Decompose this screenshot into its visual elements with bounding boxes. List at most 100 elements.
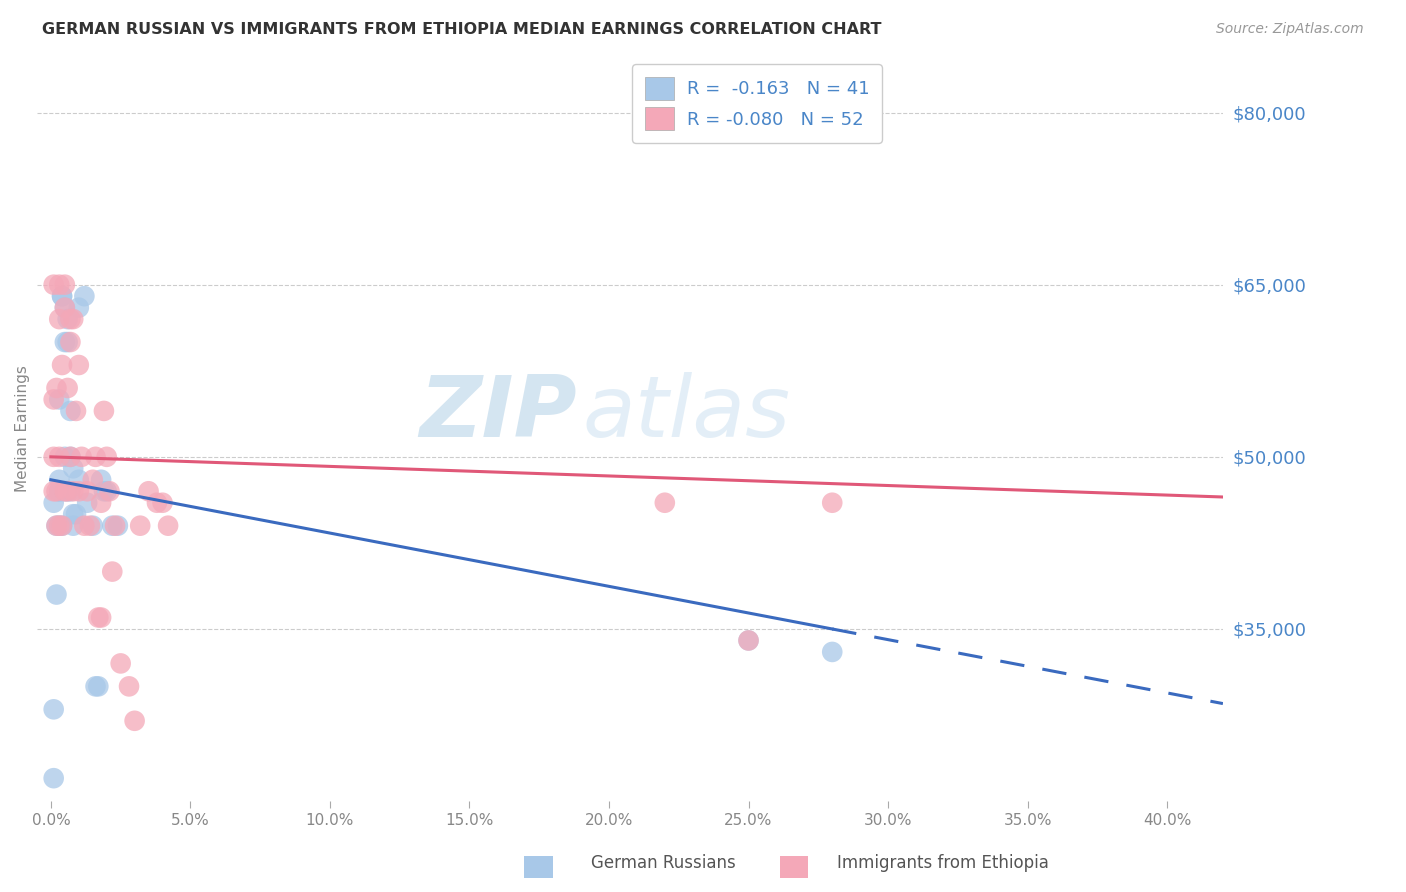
Point [45,588,67,602]
Point [93,484,115,499]
Point [110,657,132,671]
Point [48,392,70,407]
Text: atlas: atlas [582,372,790,455]
Point [93,404,115,418]
Point [96,450,118,464]
Point [82,473,104,487]
Point [67,484,90,499]
Point [51,289,73,303]
Point [90,610,112,624]
Point [146,496,169,510]
Point [821,645,844,659]
Point [53,450,76,464]
Point [48,450,70,464]
Point [59,334,82,349]
Point [84,679,107,693]
Point [48,312,70,326]
Point [53,277,76,292]
Point [42,702,65,716]
Point [42,771,65,785]
Point [42,277,65,292]
Point [152,496,174,510]
Point [90,496,112,510]
Point [59,484,82,499]
Point [737,633,759,648]
Point [737,633,759,648]
Point [48,484,70,499]
Point [53,484,76,499]
Point [56,484,79,499]
Point [45,518,67,533]
Point [98,484,121,499]
Point [73,518,96,533]
Point [87,610,110,624]
Point [56,312,79,326]
Text: German Russians: German Russians [591,855,735,872]
Point [59,404,82,418]
Point [76,484,98,499]
Text: Source: ZipAtlas.com: Source: ZipAtlas.com [1216,22,1364,37]
Point [45,484,67,499]
Point [67,473,90,487]
Text: ZIP: ZIP [419,372,576,455]
Point [48,484,70,499]
Point [138,484,160,499]
Point [56,484,79,499]
Text: GERMAN RUSSIAN VS IMMIGRANTS FROM ETHIOPIA MEDIAN EARNINGS CORRELATION CHART: GERMAN RUSSIAN VS IMMIGRANTS FROM ETHIOP… [42,22,882,37]
Y-axis label: Median Earnings: Median Earnings [15,365,30,491]
Point [42,450,65,464]
Point [62,484,84,499]
Point [53,301,76,315]
Point [48,518,70,533]
Point [821,496,844,510]
Point [42,392,65,407]
Point [67,358,90,372]
Point [51,518,73,533]
Point [96,484,118,499]
Point [90,473,112,487]
Point [76,496,98,510]
Point [62,461,84,475]
Point [59,450,82,464]
Point [59,450,82,464]
Point [104,518,127,533]
Point [654,496,676,510]
Point [53,301,76,315]
Point [129,518,152,533]
Point [53,484,76,499]
Point [45,381,67,395]
Point [107,518,129,533]
Point [62,518,84,533]
Point [42,484,65,499]
Point [67,301,90,315]
Point [59,312,82,326]
Point [73,289,96,303]
Point [84,450,107,464]
Point [87,679,110,693]
Point [118,679,141,693]
Point [56,334,79,349]
Point [51,289,73,303]
Point [45,518,67,533]
Point [157,518,180,533]
Point [65,404,87,418]
Point [65,507,87,521]
Point [51,518,73,533]
Point [62,507,84,521]
Text: Immigrants from Ethiopia: Immigrants from Ethiopia [837,855,1049,872]
Point [48,518,70,533]
Point [56,381,79,395]
Point [48,277,70,292]
Point [101,518,124,533]
Point [70,450,93,464]
Point [51,358,73,372]
Point [42,496,65,510]
Point [79,518,101,533]
Point [48,473,70,487]
Point [101,565,124,579]
Point [82,518,104,533]
Point [62,312,84,326]
Point [124,714,146,728]
Point [53,334,76,349]
Legend: R =  -0.163   N = 41, R = -0.080   N = 52: R = -0.163 N = 41, R = -0.080 N = 52 [633,64,882,143]
